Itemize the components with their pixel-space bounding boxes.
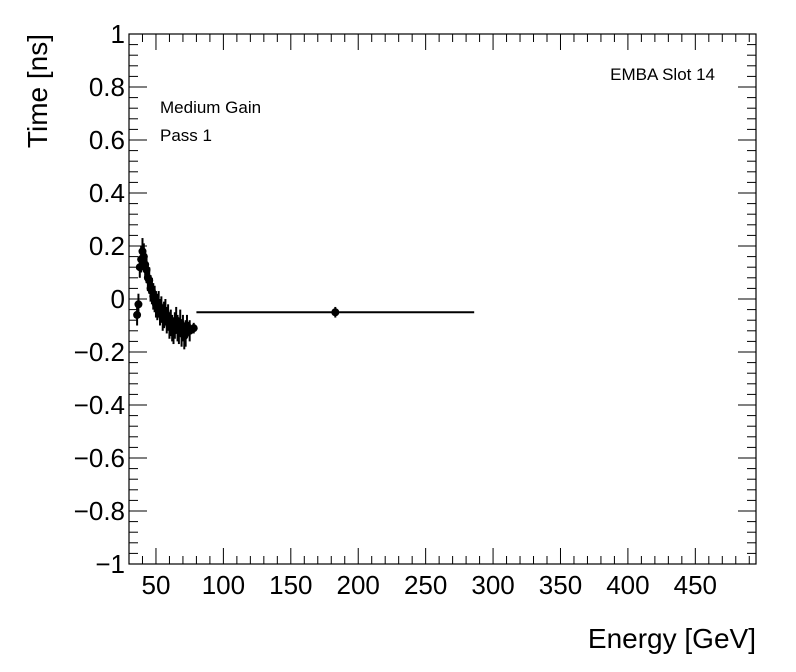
y-tick-label: −0.4: [74, 390, 125, 420]
annotation-pass: Pass 1: [160, 126, 212, 145]
y-tick-label: 0: [111, 284, 125, 314]
x-tick-labels: 50 100 150 200 250 300 350 400 450: [142, 570, 718, 600]
y-tick-label: 1: [111, 19, 125, 49]
x-tick-label: 350: [539, 570, 582, 600]
x-tick-label: 300: [471, 570, 514, 600]
data-point: [134, 293, 143, 315]
marker: [133, 310, 142, 319]
y-tick-label: −0.6: [74, 443, 125, 473]
y-tick-label: 0.2: [89, 231, 125, 261]
y-tick-label: 0.8: [89, 72, 125, 102]
annotation-slot: EMBA Slot 14: [610, 65, 715, 84]
y-tick-label: −0.2: [74, 337, 125, 367]
x-axis-title: Energy [GeV]: [588, 623, 756, 654]
marker: [189, 324, 198, 333]
y-tick-label: −0.8: [74, 496, 125, 526]
annotation-medium-gain: Medium Gain: [160, 98, 261, 117]
x-tick-label: 250: [404, 570, 447, 600]
y-tick-label: −1: [95, 549, 125, 579]
y-axis-title: Time [ns]: [22, 34, 53, 148]
marker: [331, 308, 340, 317]
y-tick-labels: 1 0.8 0.6 0.4 0.2 0 −0.2 −0.4 −0.6 −0.8 −1: [74, 19, 125, 579]
x-tick-label: 50: [142, 570, 171, 600]
x-tick-label: 450: [674, 570, 717, 600]
x-tick-label: 400: [606, 570, 649, 600]
y-tick-label: 0.4: [89, 178, 125, 208]
data-points: [133, 238, 475, 350]
data-point: [189, 322, 198, 334]
x-tick-label: 100: [202, 570, 245, 600]
marker: [134, 300, 143, 309]
axis-ticks: [129, 33, 756, 565]
y-tick-label: 0.6: [89, 125, 125, 155]
x-tick-label: 200: [337, 570, 380, 600]
x-tick-label: 150: [269, 570, 312, 600]
data-point: [196, 306, 475, 318]
